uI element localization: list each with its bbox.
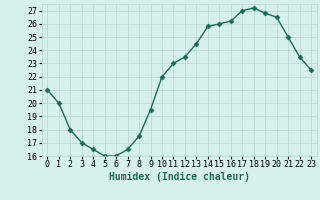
X-axis label: Humidex (Indice chaleur): Humidex (Indice chaleur) (109, 172, 250, 182)
